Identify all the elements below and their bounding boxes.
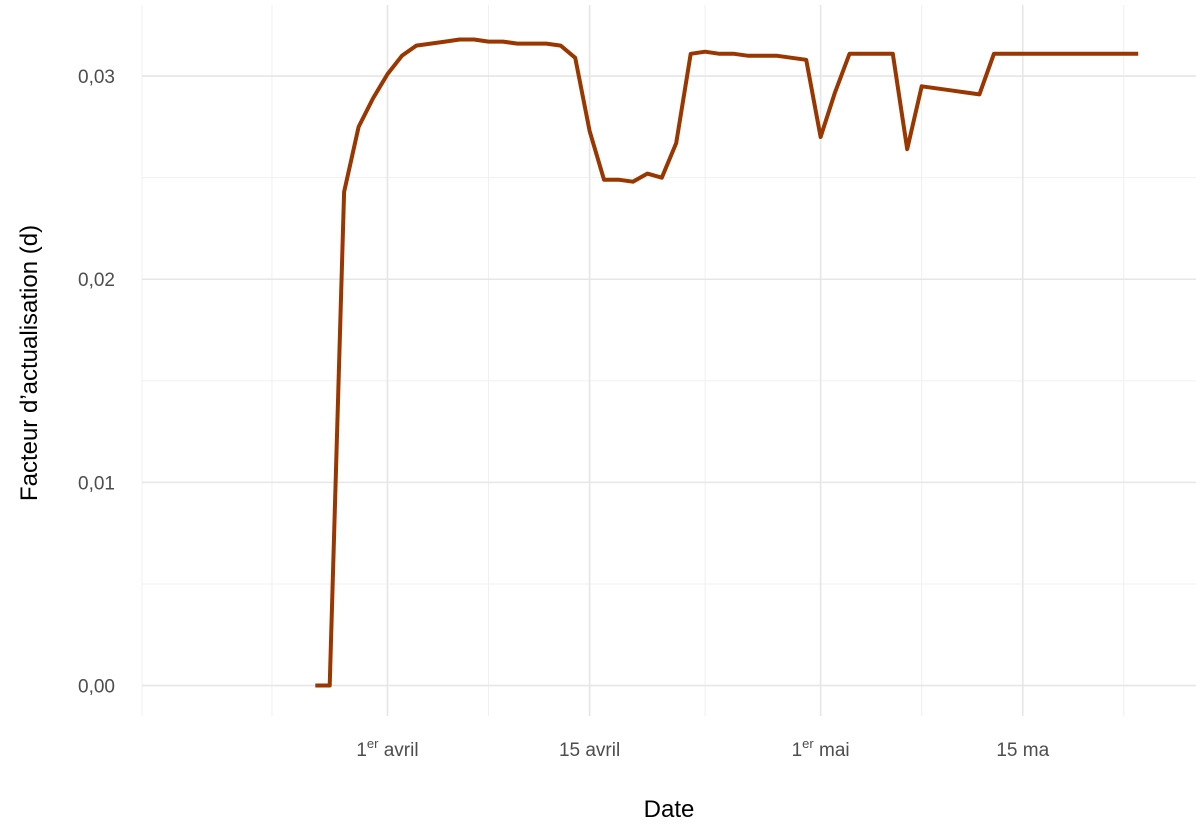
x-tick-label: 1er mai	[792, 736, 850, 761]
y-tick-labels: 0,00 0,01 0,02 0,03	[78, 67, 115, 697]
minor-gridlines	[141, 5, 1196, 716]
series-layer	[315, 37, 1139, 688]
x-tick-label: 15 avril	[559, 740, 620, 761]
x-tick-label: 1er avril	[356, 736, 418, 761]
y-tick-label: 0,03	[78, 67, 115, 88]
x-tick-label: 15 ma	[996, 740, 1049, 761]
series-line-1	[315, 37, 1139, 688]
y-axis-title: Facteur d’actualisation (d)	[16, 225, 43, 501]
y-tick-label: 0,02	[78, 270, 115, 291]
x-axis-title: Date	[644, 796, 695, 823]
y-tick-label: 0,00	[78, 677, 115, 698]
x-tick-labels: 1er avril 15 avril 1er mai 15 ma	[356, 736, 1049, 761]
major-gridlines	[142, 5, 1196, 716]
y-tick-label: 0,01	[78, 473, 115, 494]
